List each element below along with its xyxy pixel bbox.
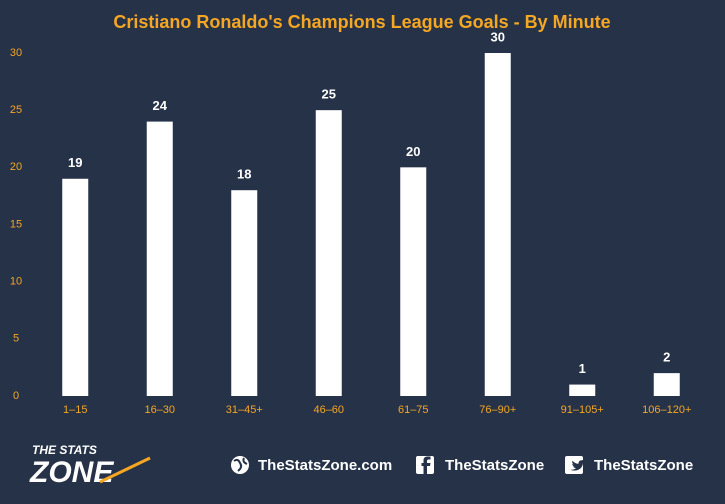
bar [315,110,342,397]
y-tick-label: 15 [10,218,22,230]
value-label: 24 [153,98,168,113]
bar [653,373,680,396]
x-tick-label: 106–120+ [642,404,691,416]
x-tick-label: 31–45+ [226,404,263,416]
value-label: 25 [322,87,336,102]
x-tick-label: 61–75 [398,404,429,416]
bar [484,53,511,396]
bar [62,178,89,396]
chart-title: Cristiano Ronaldo's Champions League Goa… [113,12,610,32]
twitter: TheStatsZone [594,457,693,474]
x-tick-label: 46–60 [313,404,344,416]
logo-bottom: ZONE [29,456,114,489]
logo: THE STATS ZONE [29,443,151,489]
y-tick-label: 0 [13,390,19,402]
y-tick-label: 5 [13,333,19,345]
y-tick-label: 25 [10,104,22,116]
logo-top: THE STATS [32,443,97,457]
facebook-icon [416,456,434,474]
y-tick-label: 10 [10,276,22,288]
bar [231,190,258,396]
website: TheStatsZone.com [258,457,392,474]
website-icon [231,456,249,474]
value-label: 20 [406,144,420,159]
y-tick-label: 20 [10,161,22,173]
facebook: TheStatsZone [445,457,544,474]
value-label: 2 [663,350,670,365]
logo-swoosh [99,456,151,484]
value-label: 18 [237,167,251,182]
x-tick-label: 76–90+ [479,404,516,416]
x-tick-label: 1–15 [63,404,87,416]
bar [146,121,173,396]
value-label: 30 [491,29,505,44]
bar [400,167,427,396]
twitter-icon [565,456,585,474]
value-label: 19 [68,155,82,170]
y-tick-label: 30 [10,47,22,59]
bar [569,384,596,396]
x-tick-label: 91–105+ [561,404,604,416]
x-tick-label: 16–30 [144,404,175,416]
value-label: 1 [579,361,586,376]
